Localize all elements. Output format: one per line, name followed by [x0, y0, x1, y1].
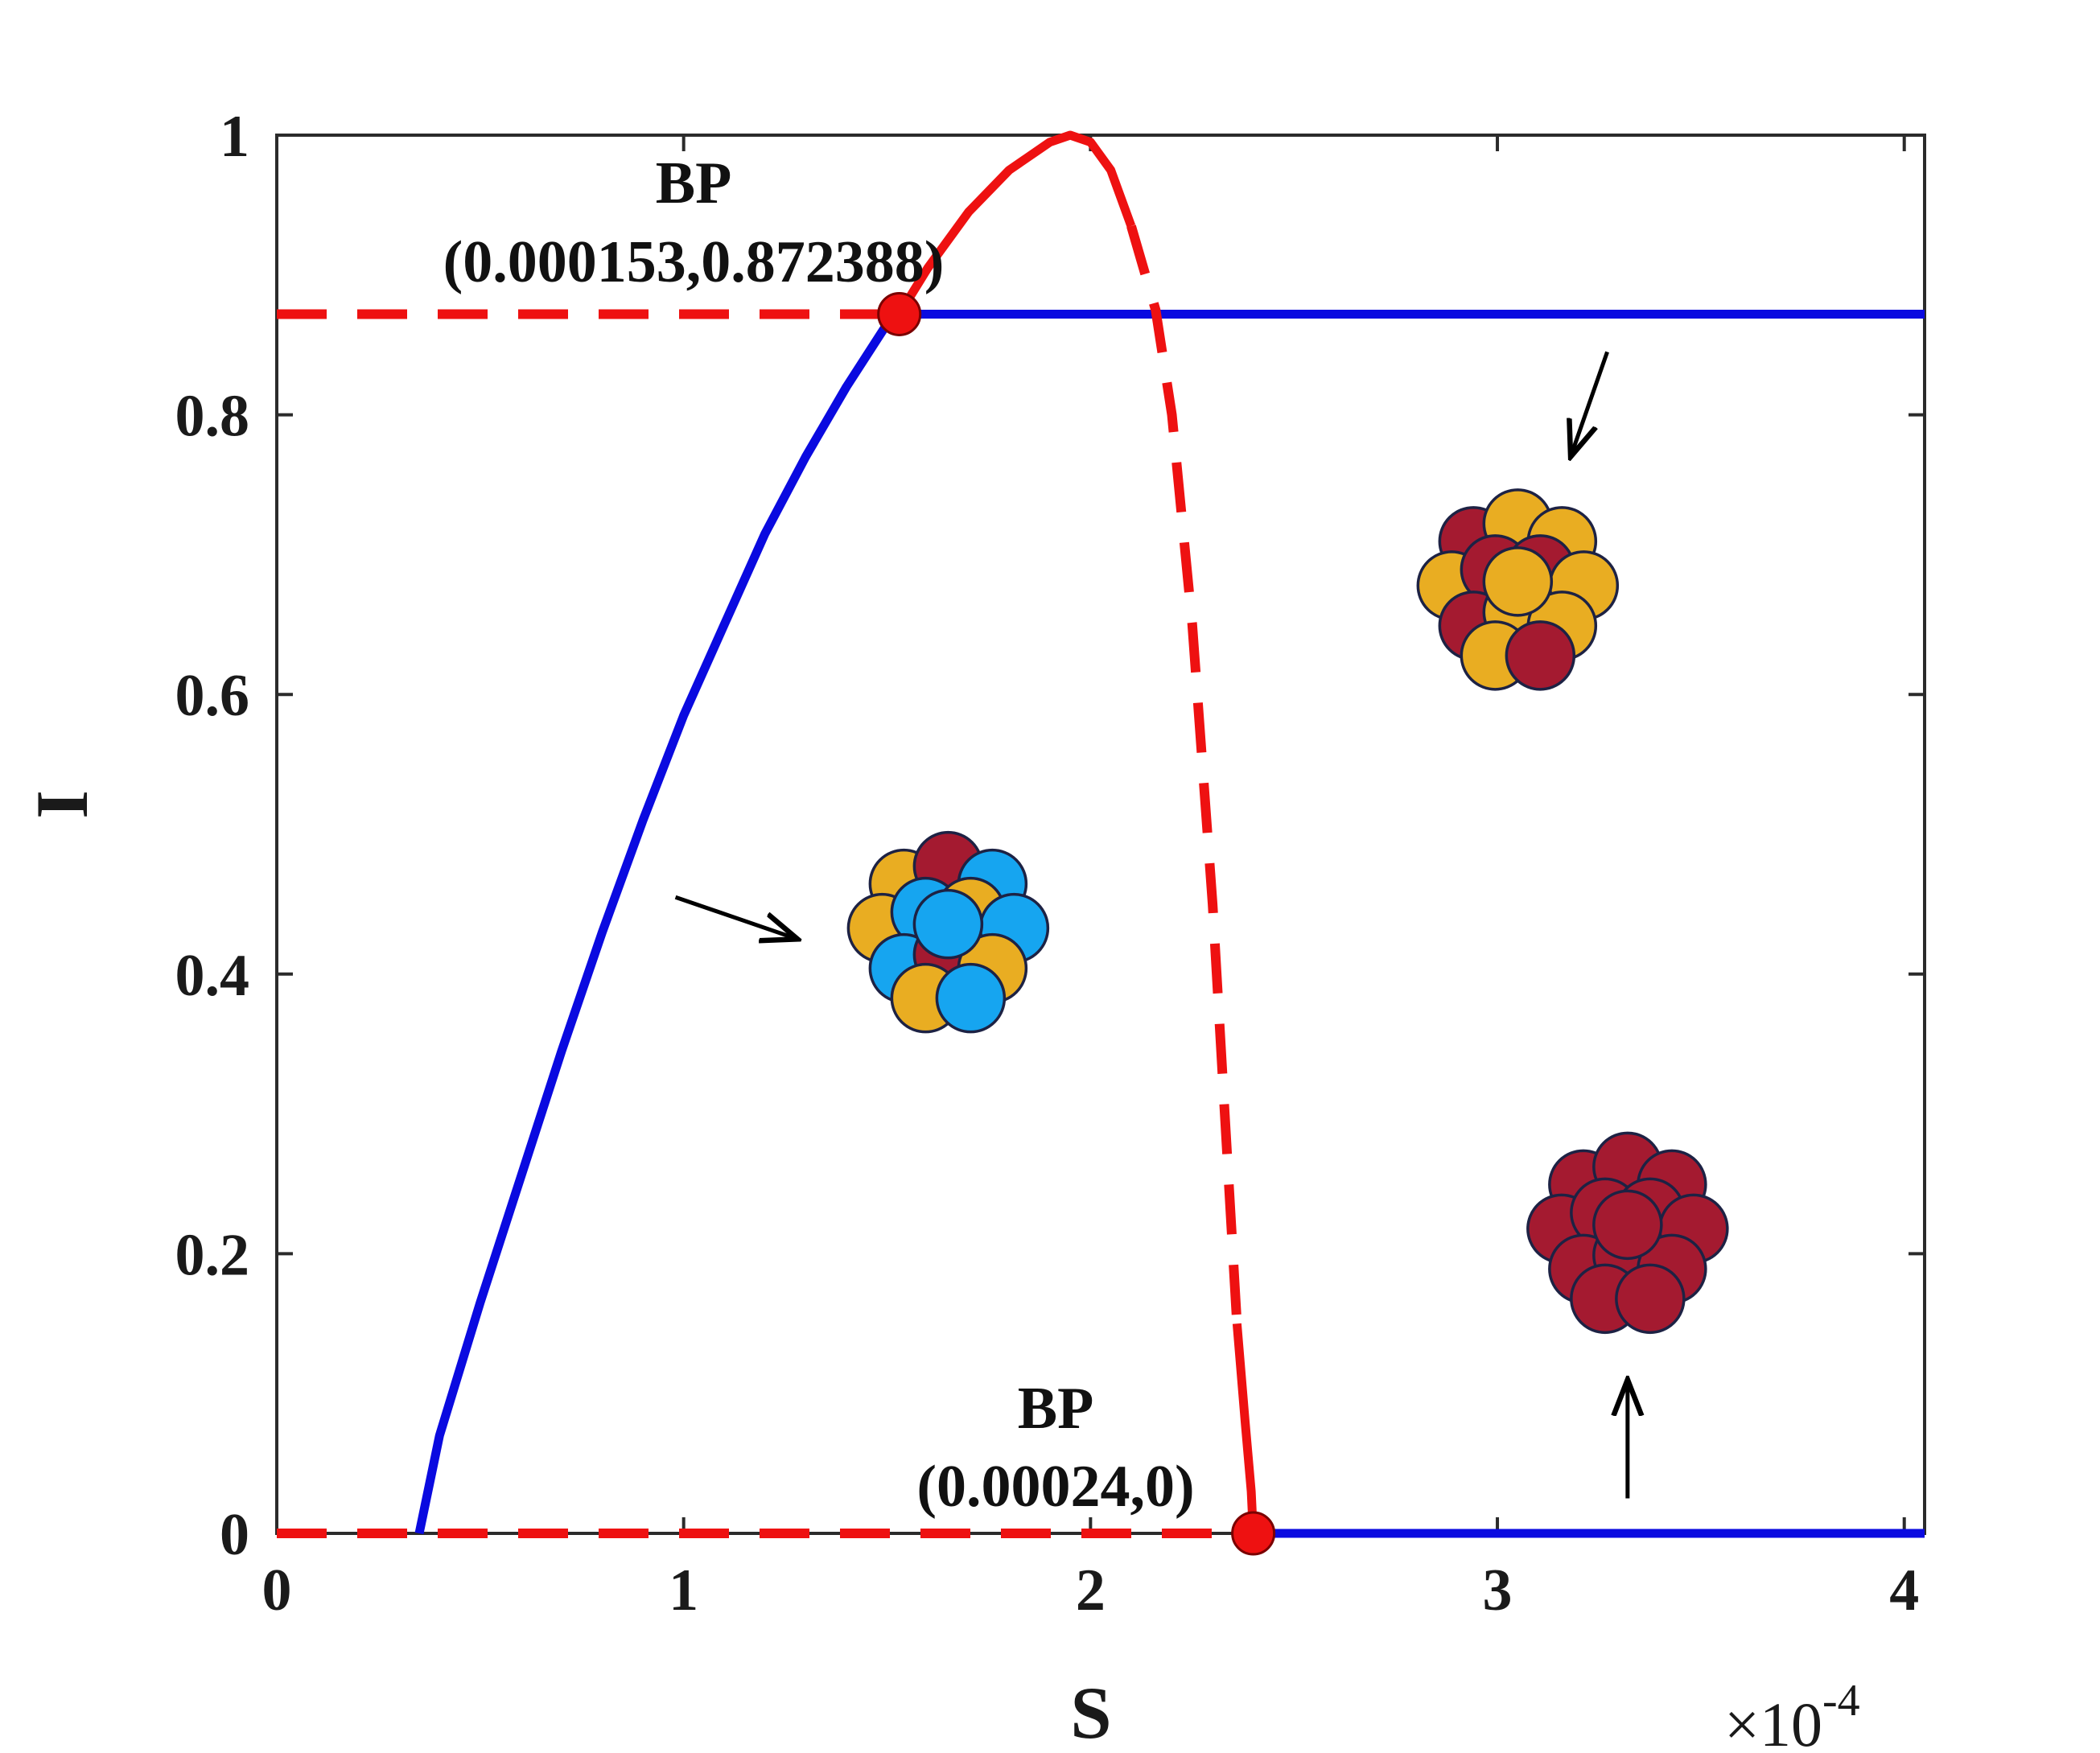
branch-point-label-coords: (0.00024,0)	[916, 1454, 1194, 1520]
y-tick-label: 0.2	[175, 1222, 250, 1288]
x-scale-exponent: ×10-4	[1724, 1676, 1860, 1753]
stable-branch-7	[1232, 1323, 1258, 1534]
branch-point-label-coords: (0.000153,0.872388)	[443, 229, 945, 295]
x-scale-exponent-base: ×10	[1724, 1689, 1822, 1753]
mixed-three-color-cluster	[846, 830, 1050, 1034]
unstable-branch-6	[1126, 224, 1242, 1324]
plot-frame	[275, 134, 1926, 1535]
branch-point-label-title: BP	[1018, 1376, 1094, 1442]
y-tick-label: 0	[220, 1502, 249, 1568]
x-tick-label: 0	[262, 1558, 292, 1623]
cluster-cell	[912, 888, 984, 960]
x-tick-label: 1	[669, 1558, 698, 1623]
cluster-cell	[1505, 620, 1576, 691]
x-scale-exponent-power: -4	[1822, 1676, 1860, 1726]
x-axis-title: S	[1070, 1672, 1111, 1753]
x-tick-label: 2	[1076, 1558, 1106, 1623]
cluster-cell	[1615, 1263, 1686, 1335]
branch-point-marker	[877, 291, 922, 336]
stable-branch-0	[414, 311, 903, 1535]
y-axis-title: I	[21, 790, 103, 819]
mixed-three-color-cluster-arrow	[674, 895, 798, 939]
cluster-cell	[1482, 546, 1554, 617]
x-tick-label: 4	[1889, 1558, 1919, 1623]
x-tick-label: 3	[1483, 1558, 1513, 1623]
branch-point-label-title: BP	[656, 150, 732, 216]
single-color-cluster	[1526, 1131, 1729, 1335]
y-tick-label: 0.4	[175, 943, 250, 1009]
cluster-cell	[935, 962, 1007, 1034]
stable-branch-5	[896, 130, 1136, 317]
y-tick-label: 1	[220, 104, 249, 170]
mixed-two-color-cluster	[1416, 488, 1620, 691]
mixed-two-color-cluster-arrow	[1571, 351, 1609, 456]
y-tick-label: 0.6	[175, 663, 250, 729]
branch-point-marker	[1231, 1511, 1276, 1556]
cluster-cell	[1592, 1189, 1663, 1261]
y-tick-label: 0.8	[175, 384, 250, 450]
